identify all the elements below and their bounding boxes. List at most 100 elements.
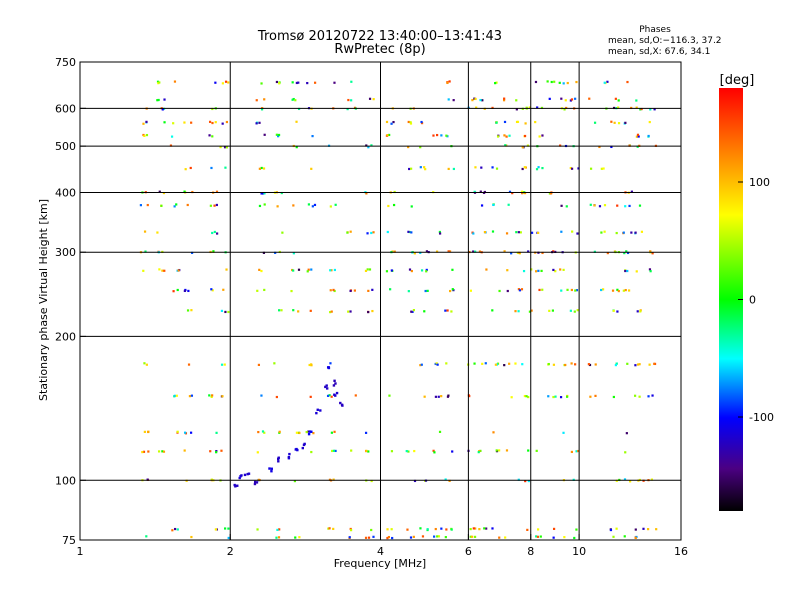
y-axis-ticks: 75 100 200 300 400 500 600 750: [55, 56, 86, 547]
scatter-point: [367, 146, 370, 149]
scatter-point: [491, 527, 494, 530]
scatter-point: [332, 449, 336, 452]
scatter-point: [410, 269, 413, 273]
scatter-point: [224, 310, 227, 314]
scatter-point: [606, 80, 609, 83]
scatter-point: [163, 98, 166, 101]
scatter-point: [524, 122, 527, 125]
scatter-point: [549, 192, 553, 195]
scatter-point: [548, 309, 551, 312]
scatter-point: [347, 98, 350, 102]
scatter-point: [169, 144, 173, 147]
scatter-point: [563, 108, 566, 111]
scatter-point: [292, 204, 295, 207]
scatter-point: [208, 134, 211, 137]
scatter-point: [172, 290, 175, 293]
scatter-point: [527, 479, 530, 483]
scatter-point: [562, 82, 565, 85]
scatter-point: [389, 288, 392, 291]
scatter-point: [616, 310, 619, 313]
scatter-point: [598, 205, 602, 208]
scatter-point: [446, 81, 449, 85]
scatter-point: [405, 449, 408, 453]
scatter-point: [223, 146, 227, 149]
scatter-point: [263, 288, 266, 292]
scatter-point: [626, 362, 629, 365]
scatter-point: [145, 363, 148, 366]
x-tick-label: 8: [527, 545, 534, 558]
scatter-point: [617, 99, 620, 102]
scatter-point: [622, 231, 625, 234]
scatter-point: [527, 250, 530, 253]
chart-subtitle: RwPretec (8p): [334, 42, 425, 57]
scatter-point: [145, 535, 148, 538]
scatter-point: [508, 362, 511, 365]
scatter-point: [570, 450, 573, 454]
scatter-point: [593, 121, 597, 124]
scatter-point: [276, 528, 279, 532]
scatter-point: [348, 536, 351, 539]
scatter-point: [521, 363, 524, 366]
phase-info-heading: Phases: [639, 25, 671, 35]
scatter-point: [629, 480, 632, 483]
echo-trace-point: [268, 467, 271, 470]
scatter-point: [577, 449, 580, 453]
scatter-point: [437, 395, 440, 398]
scatter-point: [478, 250, 482, 253]
scatter-point: [437, 535, 441, 538]
scatter-point: [297, 107, 301, 111]
scatter-point: [147, 450, 150, 453]
scatter-point: [173, 80, 177, 83]
scatter-point: [222, 288, 225, 291]
scatter-point: [647, 395, 650, 398]
scatter-point: [635, 270, 638, 273]
scatter-point: [598, 145, 601, 149]
scatter-point: [603, 204, 607, 207]
scatter-point: [412, 309, 416, 312]
scatter-point: [576, 232, 579, 235]
scatter-point: [419, 146, 422, 149]
scatter-point: [349, 230, 352, 233]
echo-trace-point: [319, 409, 322, 412]
x-tick-label: 2: [227, 545, 234, 558]
scatter-point: [162, 107, 166, 110]
scatter-point: [507, 203, 510, 206]
scatter-point: [528, 106, 531, 109]
scatter-point: [517, 231, 520, 234]
scatter-point: [471, 99, 474, 102]
scatter-point: [275, 536, 278, 539]
echo-trace-point: [339, 401, 342, 405]
scatter-point: [612, 395, 615, 399]
scatter-point: [221, 395, 224, 398]
echo-trace-point: [341, 404, 344, 407]
scatter-point: [563, 536, 566, 539]
scatter-point: [536, 528, 540, 531]
scatter-point: [517, 288, 520, 291]
scatter-point: [569, 309, 572, 312]
scatter-point: [527, 449, 530, 452]
scatter-point: [553, 80, 556, 83]
scatter-point: [263, 98, 266, 101]
scatter-point: [560, 97, 563, 100]
scatter-point: [170, 135, 174, 138]
scatter-point: [255, 99, 258, 102]
scatter-point: [385, 120, 389, 124]
scatter-point: [648, 120, 651, 124]
scatter-point: [220, 309, 224, 313]
scatter-point: [494, 363, 497, 366]
scatter-point: [173, 527, 177, 531]
scatter-point: [297, 81, 300, 84]
scatter-point: [540, 269, 543, 273]
scatter-point: [420, 120, 423, 124]
scatter-point: [558, 81, 561, 84]
scatter-point: [407, 120, 410, 124]
scatter-point: [312, 432, 315, 435]
scatter-point: [472, 527, 475, 530]
scatter-point: [278, 309, 281, 312]
scatter-point: [646, 528, 650, 531]
scatter-point: [365, 144, 368, 147]
scatter-point: [526, 144, 530, 147]
scatter-point: [491, 309, 494, 312]
scatter-point: [258, 204, 262, 208]
